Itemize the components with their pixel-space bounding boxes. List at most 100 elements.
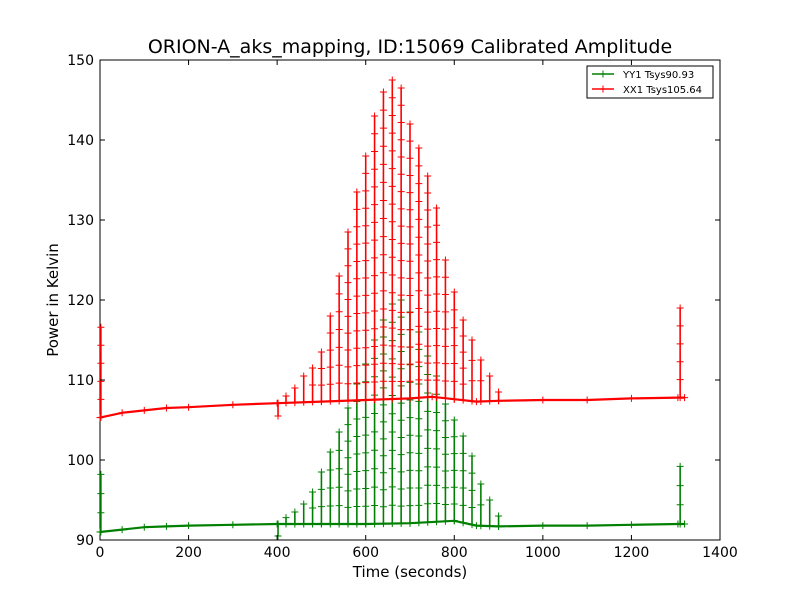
spike-point xyxy=(335,379,343,387)
spike-point xyxy=(406,171,414,179)
spike-point xyxy=(450,306,458,314)
spike-point xyxy=(300,520,308,528)
spike-point xyxy=(388,306,396,314)
spike-point xyxy=(433,204,441,212)
x-tick-label: 600 xyxy=(352,545,379,561)
spike-point xyxy=(335,483,343,491)
spike-point xyxy=(424,359,432,367)
spike-point xyxy=(388,520,396,528)
spike-point xyxy=(415,180,423,188)
spike-point xyxy=(344,228,352,236)
y-tick-label: 150 xyxy=(67,53,94,69)
spike-point xyxy=(371,465,379,473)
spike-point xyxy=(344,487,352,495)
spike-point xyxy=(388,236,396,244)
spike-point xyxy=(371,165,379,173)
spike-point xyxy=(433,273,441,281)
baseline-point xyxy=(185,403,193,411)
spike-point xyxy=(326,502,334,510)
spike-point xyxy=(388,377,396,385)
spike-point xyxy=(97,341,105,349)
spike-point xyxy=(406,449,414,457)
spike-point xyxy=(415,162,423,170)
spike-point xyxy=(309,488,317,496)
spike-point xyxy=(282,392,290,400)
spike-point xyxy=(97,377,105,385)
spike-point xyxy=(326,346,334,354)
spike-point xyxy=(424,342,432,350)
spike-point xyxy=(433,307,441,315)
spike-point xyxy=(397,377,405,385)
spike-point xyxy=(406,431,414,439)
spike-point xyxy=(477,377,485,385)
spike-point xyxy=(397,433,405,441)
spike-point xyxy=(450,288,458,296)
spike-point xyxy=(406,414,414,422)
spike-point xyxy=(415,519,423,527)
spike-point xyxy=(344,454,352,462)
spike-point xyxy=(406,240,414,248)
spike-point xyxy=(362,431,370,439)
spike-point xyxy=(468,452,476,460)
spike-point xyxy=(379,287,387,295)
spike-point xyxy=(274,399,282,407)
x-tick-label: 200 xyxy=(175,545,202,561)
spike-point xyxy=(388,76,396,84)
spike-point xyxy=(309,398,317,406)
spike-point xyxy=(379,215,387,223)
spike-point xyxy=(424,172,432,180)
spike-point xyxy=(495,397,503,405)
spike-point xyxy=(415,432,423,440)
spike-point xyxy=(441,291,449,299)
spike-point xyxy=(317,381,325,389)
spike-point xyxy=(424,500,432,508)
spike-point xyxy=(362,187,370,195)
spike-point xyxy=(397,170,405,178)
baseline-point xyxy=(162,404,170,412)
spike-point xyxy=(388,360,396,368)
legend-items: YY1 Tsys90.93 XX1 Tsys105.64 xyxy=(592,70,702,96)
spike-point xyxy=(459,332,467,340)
spike-point xyxy=(379,124,387,132)
spike-point xyxy=(326,329,334,337)
spike-point xyxy=(274,412,282,420)
spike-point xyxy=(486,496,494,504)
spike-point xyxy=(371,520,379,528)
baseline-point xyxy=(118,409,126,417)
spike-point xyxy=(424,426,432,434)
spike-point xyxy=(379,178,387,186)
spike-point xyxy=(441,417,449,425)
baseline-point xyxy=(539,396,547,404)
spike-point xyxy=(424,223,432,231)
spike-point xyxy=(450,466,458,474)
spike-point xyxy=(468,503,476,511)
spike-point xyxy=(459,484,467,492)
spike-point xyxy=(468,397,476,405)
spike-point xyxy=(477,356,485,364)
spike-point xyxy=(362,379,370,387)
spike-point xyxy=(415,251,423,259)
spike-point xyxy=(344,279,352,287)
spike-point xyxy=(362,467,370,475)
spike-point xyxy=(371,130,379,138)
spike-point xyxy=(353,450,361,458)
spike-point xyxy=(379,88,387,96)
spike-point xyxy=(388,147,396,155)
spike-point xyxy=(326,363,334,371)
spike-point xyxy=(371,147,379,155)
spike-point xyxy=(397,291,405,299)
spike-point xyxy=(433,518,441,526)
spike-point xyxy=(362,291,370,299)
baseline-point xyxy=(140,406,148,414)
spike-point xyxy=(326,466,334,474)
legend-label: XX1 Tsys105.64 xyxy=(623,85,702,96)
spike-point xyxy=(433,408,441,416)
spike-point xyxy=(317,348,325,356)
spike-point xyxy=(406,466,414,474)
spike-point xyxy=(397,153,405,161)
spike-point xyxy=(397,519,405,527)
spike-point xyxy=(468,521,476,529)
spike-point xyxy=(371,183,379,191)
spike-point xyxy=(388,465,396,473)
spike-point xyxy=(353,396,361,404)
